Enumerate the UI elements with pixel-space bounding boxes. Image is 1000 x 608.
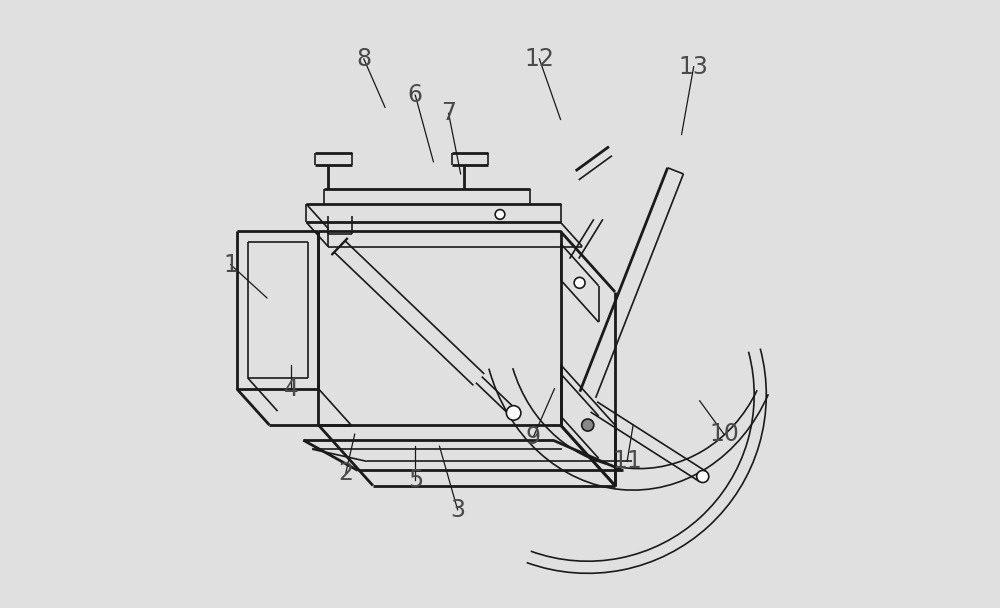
Text: 11: 11	[612, 449, 642, 474]
Text: 12: 12	[524, 47, 554, 71]
Text: 3: 3	[450, 498, 465, 522]
Circle shape	[495, 210, 505, 219]
Text: 1: 1	[223, 253, 238, 277]
Text: 10: 10	[709, 422, 739, 446]
Circle shape	[506, 406, 521, 420]
Text: 5: 5	[408, 468, 423, 491]
Text: 9: 9	[526, 425, 541, 449]
Circle shape	[574, 277, 585, 288]
Circle shape	[582, 419, 594, 431]
Text: 7: 7	[441, 102, 456, 125]
Circle shape	[697, 471, 709, 483]
Text: 4: 4	[284, 377, 299, 401]
Text: 2: 2	[338, 461, 353, 485]
Text: 6: 6	[408, 83, 423, 107]
Text: 8: 8	[356, 47, 371, 71]
Text: 13: 13	[679, 55, 709, 79]
